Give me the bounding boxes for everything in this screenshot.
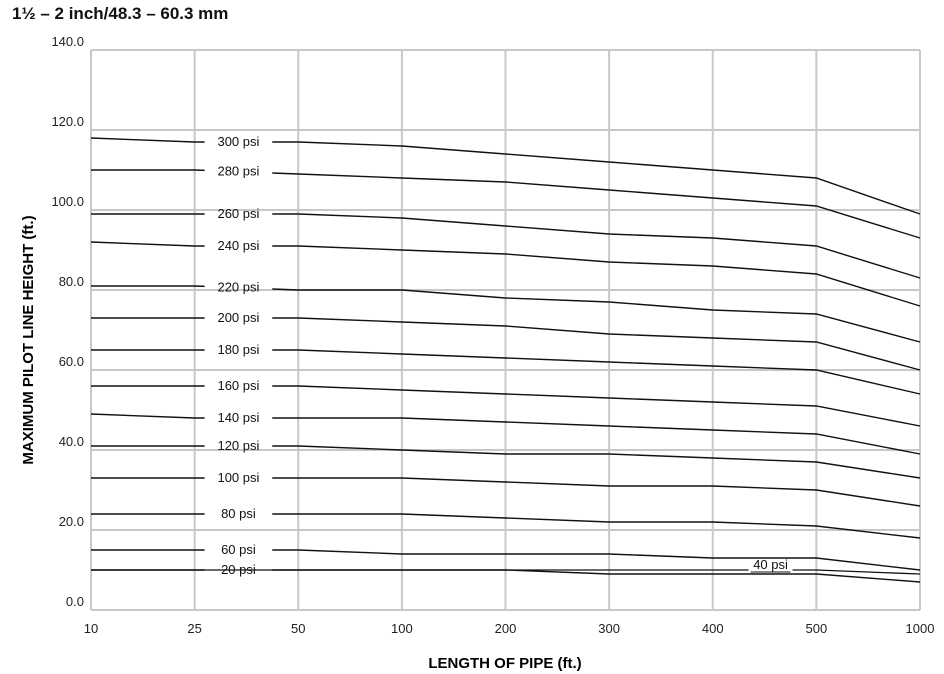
series-line-260-psi bbox=[272, 213, 921, 279]
series-line-140-psi bbox=[90, 413, 205, 419]
x-tick-label: 100 bbox=[391, 621, 413, 636]
series-line-100-psi bbox=[272, 477, 921, 507]
series-line-160-psi bbox=[272, 385, 921, 427]
x-tick-label: 500 bbox=[806, 621, 828, 636]
series-labels: 300 psi 280 psi 260 psi 240 psi 220 psi 200 p… bbox=[217, 134, 793, 577]
series-label-240-psi: 240 psi bbox=[217, 238, 259, 253]
series-line-300-psi bbox=[272, 141, 921, 215]
series-line-140-psi bbox=[272, 417, 921, 455]
series-line-120-psi bbox=[272, 445, 921, 479]
y-tick-label: 60.0 bbox=[59, 354, 84, 369]
x-axis-ticks: 10 25 50 100 200 300 400 500 1000 bbox=[84, 621, 935, 636]
series-label-140-psi: 140 psi bbox=[217, 410, 259, 425]
series-line-60-psi bbox=[272, 549, 921, 571]
x-tick-label: 50 bbox=[291, 621, 305, 636]
series-line-280-psi bbox=[272, 172, 921, 239]
x-tick-label: 400 bbox=[702, 621, 724, 636]
y-axis-label: MAXIMUM PILOT LINE HEIGHT (ft.) bbox=[20, 215, 37, 464]
series-label-40-psi: 40 psi bbox=[753, 557, 788, 572]
y-tick-label: 80.0 bbox=[59, 274, 84, 289]
series-line-20-psi bbox=[272, 569, 921, 583]
series-line-200-psi bbox=[272, 317, 921, 371]
y-tick-label: 140.0 bbox=[51, 34, 84, 49]
y-tick-label: 20.0 bbox=[59, 514, 84, 529]
chart-title: 1½ – 2 inch/48.3 – 60.3 mm bbox=[12, 4, 229, 23]
series-line-240-psi bbox=[272, 245, 921, 307]
series-line-240-psi bbox=[90, 241, 205, 247]
series-label-160-psi: 160 psi bbox=[217, 378, 259, 393]
series-line-180-psi bbox=[272, 349, 921, 395]
series-label-80-psi: 80 psi bbox=[221, 506, 256, 521]
series-label-120-psi: 120 psi bbox=[217, 438, 259, 453]
grid bbox=[90, 49, 921, 611]
series-label-bg bbox=[748, 559, 793, 571]
x-tick-label: 25 bbox=[187, 621, 201, 636]
y-tick-label: 0.0 bbox=[66, 594, 84, 609]
y-tick-label: 120.0 bbox=[51, 114, 84, 129]
y-tick-label: 100.0 bbox=[51, 194, 84, 209]
series-label-180-psi: 180 psi bbox=[217, 342, 259, 357]
x-tick-label: 200 bbox=[495, 621, 517, 636]
series-label-100-psi: 100 psi bbox=[217, 470, 259, 485]
series-label-20-psi: 20 psi bbox=[221, 562, 256, 577]
x-tick-label: 10 bbox=[84, 621, 98, 636]
series-label-200-psi: 200 psi bbox=[217, 310, 259, 325]
series-lines bbox=[90, 137, 921, 583]
series-label-60-psi: 60 psi bbox=[221, 542, 256, 557]
series-label-260-psi: 260 psi bbox=[217, 206, 259, 221]
y-tick-label: 40.0 bbox=[59, 434, 84, 449]
series-line-220-psi bbox=[272, 288, 921, 343]
series-label-280-psi: 280 psi bbox=[217, 164, 259, 179]
series-line-80-psi bbox=[272, 513, 921, 539]
y-axis-ticks: 0.0 20.0 40.0 60.0 80.0 100.0 120.0 140.0 bbox=[51, 34, 84, 609]
x-tick-label: 300 bbox=[598, 621, 620, 636]
x-tick-label: 1000 bbox=[906, 621, 935, 636]
series-line-300-psi bbox=[90, 137, 205, 143]
series-label-220-psi: 220 psi bbox=[217, 280, 259, 295]
x-axis-label: LENGTH OF PIPE (ft.) bbox=[428, 655, 581, 672]
series-label-300-psi: 300 psi bbox=[217, 134, 259, 149]
